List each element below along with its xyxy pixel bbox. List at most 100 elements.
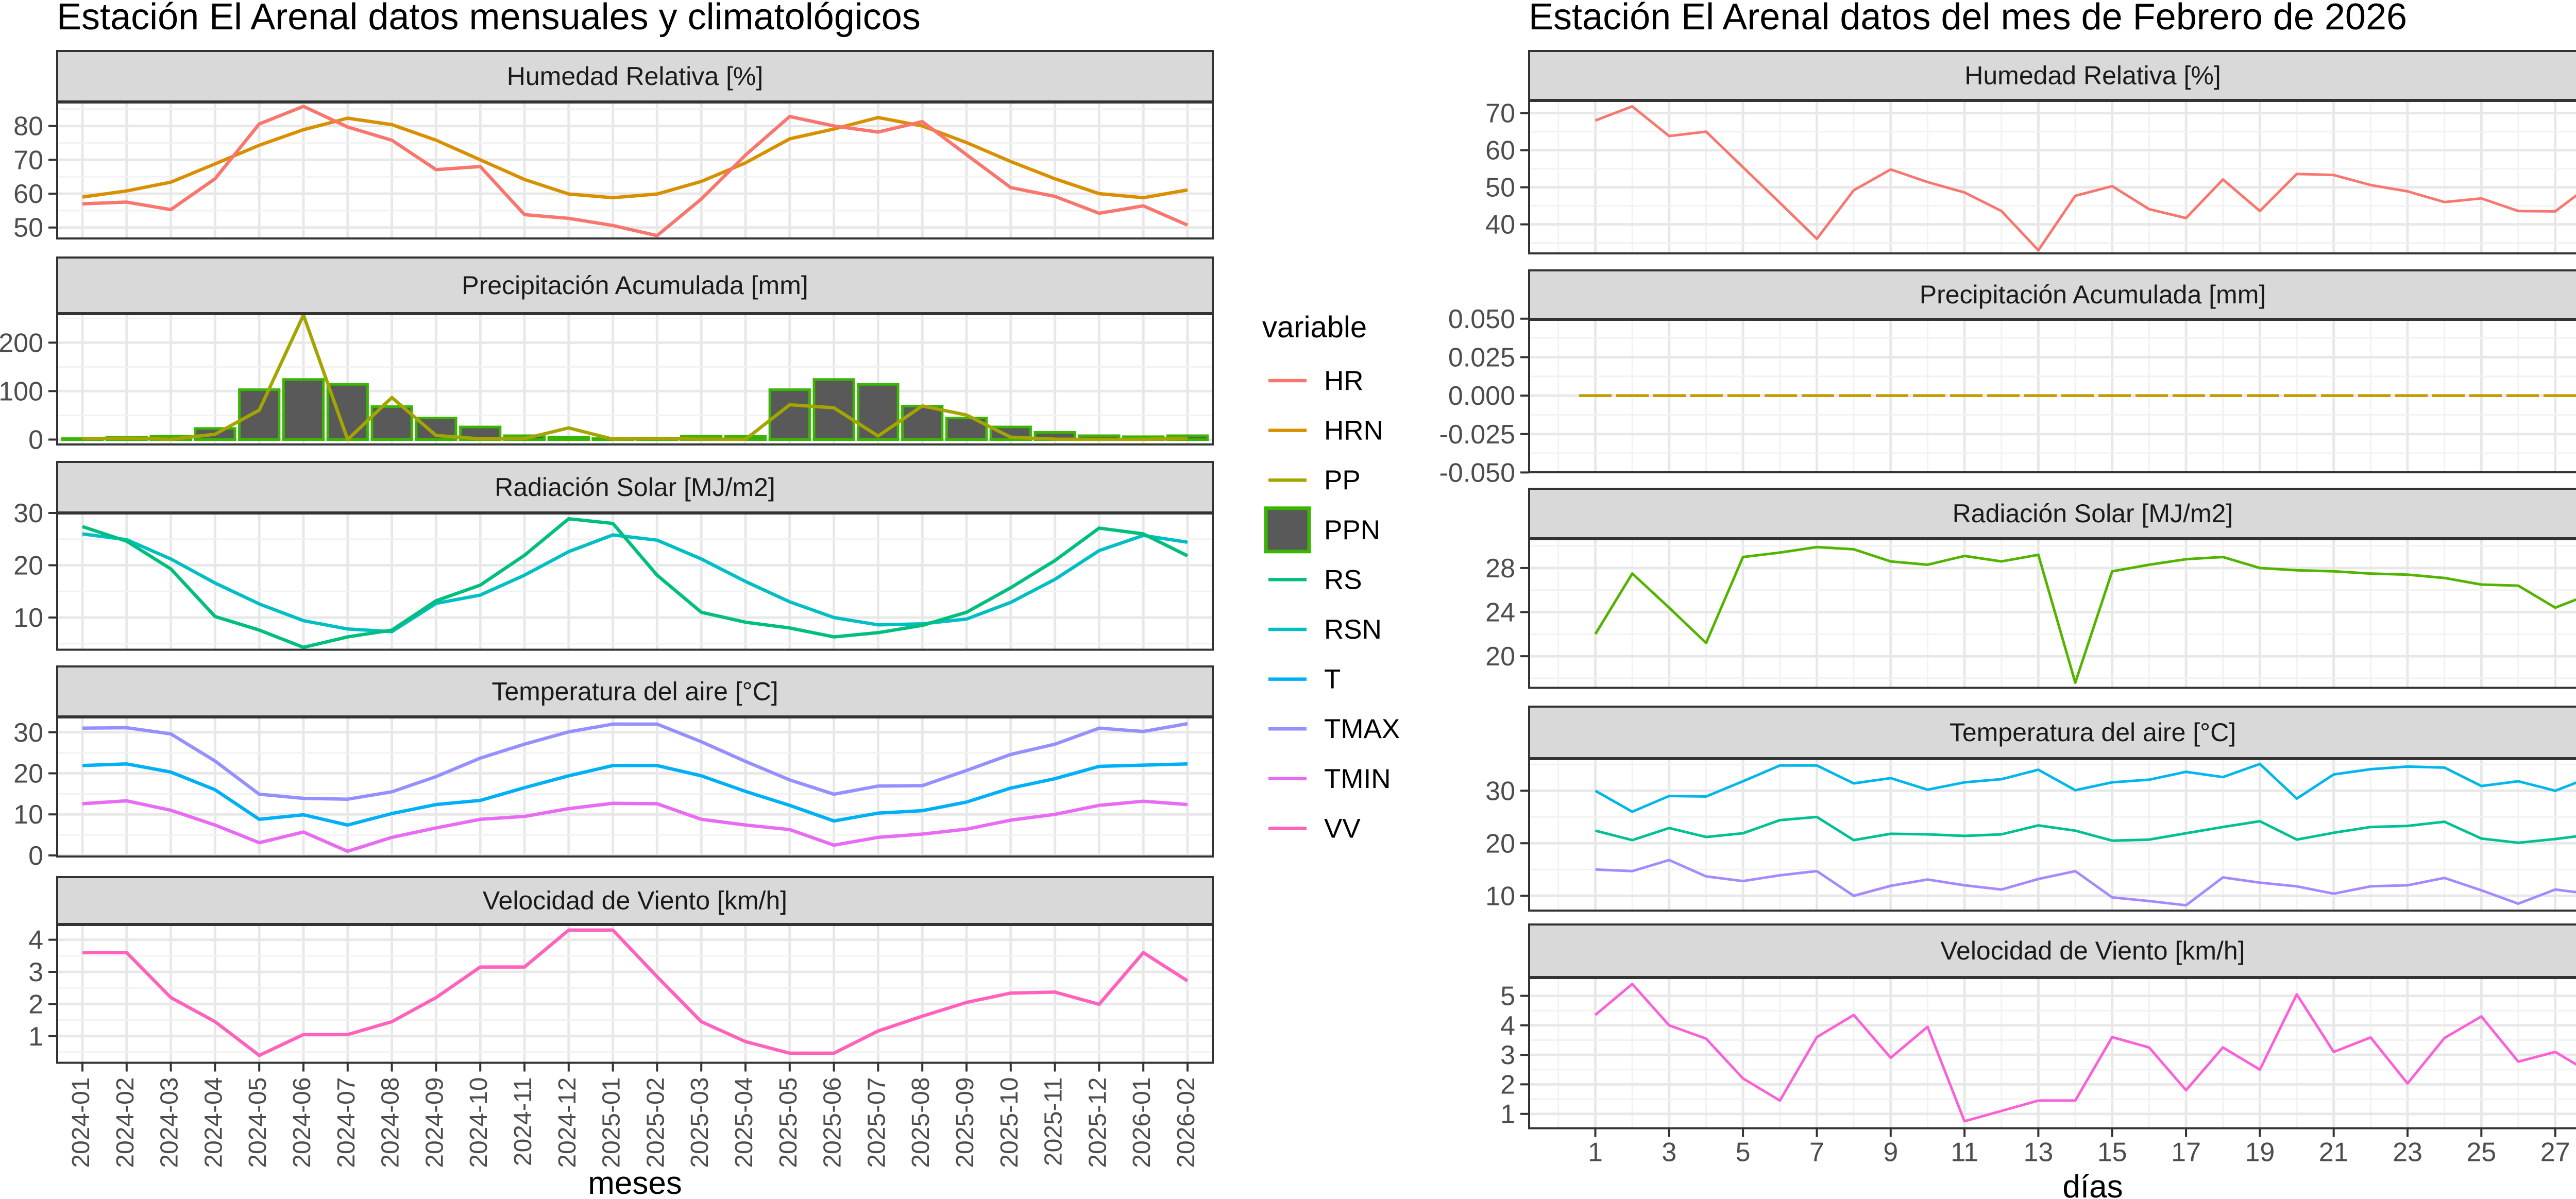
svg-text:10: 10: [1485, 881, 1515, 911]
svg-text:2025-06: 2025-06: [819, 1077, 846, 1168]
svg-text:13: 13: [2023, 1138, 2053, 1168]
svg-text:Estación El Arenal datos mensu: Estación El Arenal datos mensuales y cli…: [57, 0, 921, 38]
svg-text:Temperatura del aire [°C]: Temperatura del aire [°C]: [492, 677, 778, 706]
svg-text:1: 1: [28, 1022, 43, 1052]
svg-text:0.050: 0.050: [1448, 304, 1515, 334]
svg-text:PPN: PPN: [1324, 515, 1380, 545]
svg-text:Estación El Arenal datos del m: Estación El Arenal datos del mes de Febr…: [1529, 0, 2407, 38]
svg-text:11: 11: [1951, 1138, 1978, 1168]
svg-text:2025-01: 2025-01: [598, 1077, 625, 1168]
svg-text:2024-10: 2024-10: [465, 1077, 493, 1168]
svg-text:2025-07: 2025-07: [863, 1077, 890, 1168]
svg-text:10: 10: [13, 800, 43, 830]
svg-text:25: 25: [2466, 1138, 2496, 1168]
svg-text:2024-01: 2024-01: [67, 1077, 95, 1168]
svg-text:Precipitación Acumulada [mm]: Precipitación Acumulada [mm]: [462, 271, 808, 300]
svg-text:VV: VV: [1324, 813, 1361, 844]
svg-text:4: 4: [28, 926, 43, 955]
svg-text:20: 20: [13, 551, 43, 581]
svg-text:27: 27: [2540, 1138, 2570, 1168]
svg-text:40: 40: [1485, 210, 1515, 240]
svg-text:2025-02: 2025-02: [642, 1077, 669, 1168]
svg-text:0: 0: [28, 841, 43, 871]
svg-text:2025-12: 2025-12: [1084, 1077, 1111, 1168]
svg-text:20: 20: [13, 759, 43, 789]
svg-text:70: 70: [13, 145, 43, 175]
svg-text:17: 17: [2171, 1138, 2201, 1168]
svg-text:3: 3: [1500, 1040, 1515, 1070]
svg-text:RS: RS: [1324, 564, 1362, 595]
svg-text:30: 30: [13, 499, 43, 528]
svg-text:2024-03: 2024-03: [156, 1077, 183, 1168]
svg-text:24: 24: [1485, 598, 1515, 628]
svg-text:Humedad Relativa [%]: Humedad Relativa [%]: [507, 62, 763, 91]
svg-text:60: 60: [1485, 136, 1515, 166]
svg-text:Temperatura del aire [°C]: Temperatura del aire [°C]: [1950, 718, 2236, 747]
svg-text:2024-06: 2024-06: [289, 1077, 316, 1168]
svg-text:2025-08: 2025-08: [907, 1077, 935, 1168]
svg-text:30: 30: [1485, 776, 1515, 806]
svg-text:2024-02: 2024-02: [112, 1077, 139, 1168]
svg-text:28: 28: [1485, 554, 1515, 584]
svg-text:PP: PP: [1324, 465, 1361, 495]
svg-text:80: 80: [13, 112, 43, 142]
svg-text:2025-03: 2025-03: [686, 1077, 714, 1168]
svg-text:Humedad Relativa [%]: Humedad Relativa [%]: [1964, 61, 2221, 90]
svg-text:9: 9: [1883, 1138, 1898, 1168]
svg-text:20: 20: [1485, 642, 1515, 672]
svg-text:-0.025: -0.025: [1439, 420, 1515, 450]
svg-text:10: 10: [13, 603, 43, 633]
svg-text:Radiación Solar [MJ/m2]: Radiación Solar [MJ/m2]: [495, 473, 775, 502]
svg-text:23: 23: [2393, 1138, 2422, 1168]
svg-text:5: 5: [1736, 1138, 1751, 1168]
svg-text:2024-04: 2024-04: [200, 1077, 227, 1168]
svg-text:2: 2: [28, 989, 43, 1019]
svg-text:0: 0: [28, 425, 43, 455]
svg-text:30: 30: [13, 718, 43, 748]
svg-text:2026-01: 2026-01: [1128, 1077, 1156, 1168]
svg-text:HRN: HRN: [1324, 416, 1383, 446]
svg-text:2024-05: 2024-05: [244, 1077, 272, 1168]
svg-text:TMAX: TMAX: [1324, 714, 1400, 744]
svg-text:Radiación Solar [MJ/m2]: Radiación Solar [MJ/m2]: [1953, 499, 2233, 528]
svg-text:T: T: [1324, 664, 1341, 695]
svg-text:2026-02: 2026-02: [1173, 1077, 1200, 1168]
svg-text:60: 60: [13, 179, 43, 209]
svg-text:TMIN: TMIN: [1324, 764, 1391, 794]
svg-text:2024-07: 2024-07: [333, 1077, 360, 1168]
svg-text:20: 20: [1485, 829, 1515, 859]
svg-text:0.000: 0.000: [1448, 381, 1515, 411]
svg-text:2025-10: 2025-10: [996, 1077, 1023, 1168]
svg-text:100: 100: [0, 376, 43, 406]
svg-text:50: 50: [1485, 173, 1515, 203]
svg-text:0.025: 0.025: [1448, 343, 1515, 373]
svg-text:2024-09: 2024-09: [421, 1077, 448, 1168]
svg-text:15: 15: [2097, 1138, 2127, 1168]
svg-text:50: 50: [13, 213, 43, 243]
svg-text:Precipitación Acumulada [mm]: Precipitación Acumulada [mm]: [1920, 280, 2266, 309]
svg-text:2025-09: 2025-09: [952, 1077, 979, 1168]
svg-text:5: 5: [1500, 982, 1515, 1012]
svg-text:3: 3: [28, 957, 43, 987]
svg-text:Velocidad de Viento [km/h]: Velocidad de Viento [km/h]: [483, 886, 787, 915]
svg-text:2: 2: [1500, 1070, 1515, 1100]
svg-text:4: 4: [1500, 1011, 1515, 1041]
svg-text:HR: HR: [1324, 366, 1364, 396]
svg-text:2024-08: 2024-08: [377, 1077, 404, 1168]
svg-text:RSN: RSN: [1324, 614, 1382, 645]
svg-text:21: 21: [2319, 1138, 2349, 1168]
svg-text:70: 70: [1485, 99, 1515, 129]
svg-text:1: 1: [1500, 1100, 1515, 1129]
svg-text:Velocidad de Viento [km/h]: Velocidad de Viento [km/h]: [1940, 936, 2245, 965]
svg-text:días: días: [2062, 1169, 2123, 1199]
svg-text:meses: meses: [588, 1166, 682, 1199]
svg-text:2024-11: 2024-11: [510, 1077, 537, 1167]
svg-text:200: 200: [0, 328, 43, 358]
svg-text:2024-12: 2024-12: [554, 1077, 581, 1168]
svg-text:-0.050: -0.050: [1439, 458, 1515, 488]
svg-text:2025-11: 2025-11: [1040, 1077, 1067, 1167]
svg-text:7: 7: [1809, 1138, 1824, 1168]
svg-text:2025-05: 2025-05: [775, 1077, 802, 1168]
svg-text:2025-04: 2025-04: [731, 1077, 758, 1168]
svg-text:19: 19: [2245, 1138, 2275, 1168]
